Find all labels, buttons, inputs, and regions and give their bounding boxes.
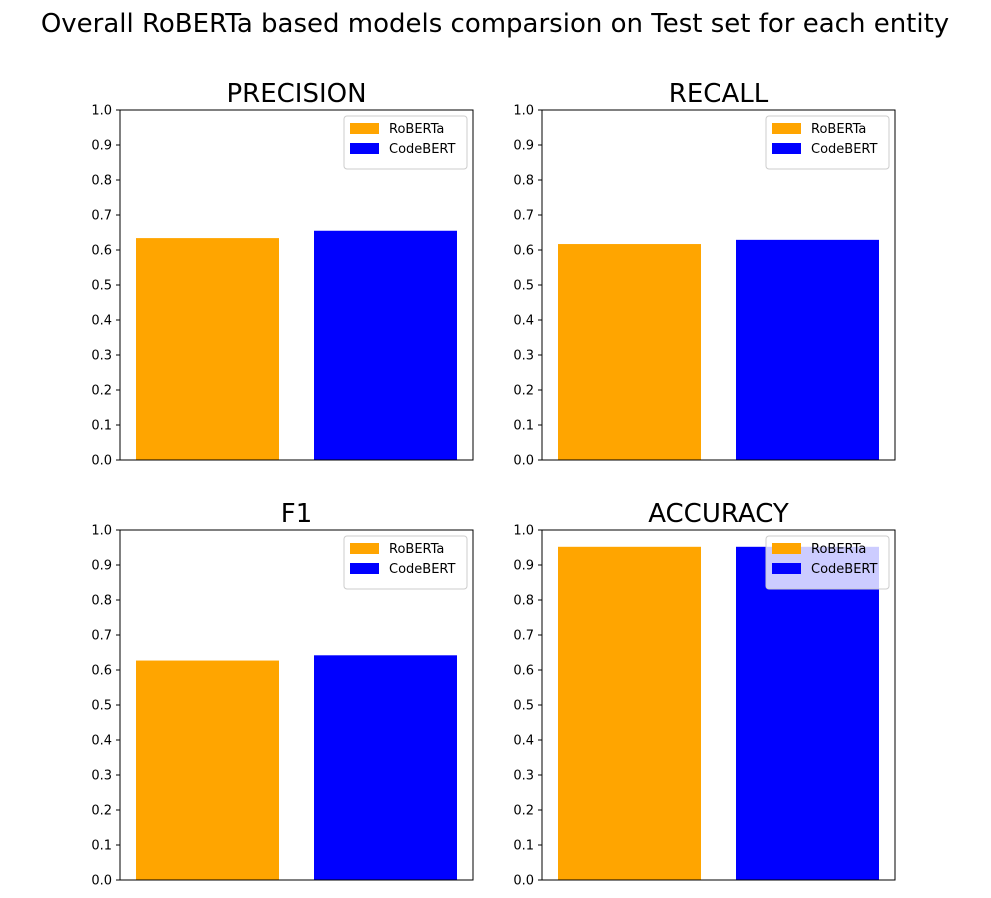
panel-title-f1: F1 bbox=[281, 499, 313, 529]
chart-panels: PRECISION 0.0 0.1 0.2 0.3 0.4 0.5 0.6 0.7 0.8 0.9 1… bbox=[91, 79, 896, 889]
y-tick-label-precision: 0.4 bbox=[91, 314, 112, 329]
legend-swatch-codebert bbox=[350, 563, 379, 574]
legend-swatch-roberta bbox=[772, 123, 801, 134]
y-tick-label-f1: 0.8 bbox=[91, 594, 112, 609]
axes-frame-recall bbox=[541, 109, 896, 461]
legend-label-roberta: RoBERTa bbox=[389, 542, 444, 557]
axes-frame-accuracy bbox=[541, 529, 896, 881]
bar-accuracy-roberta bbox=[558, 546, 701, 880]
legend-precision: RoBERTa CodeBERT bbox=[343, 115, 468, 170]
y-tick-label-precision: 0.5 bbox=[91, 279, 112, 294]
axes-frame-precision bbox=[119, 109, 474, 461]
y-tick-label-precision: 0.8 bbox=[91, 174, 112, 189]
legend-label-codebert: CodeBERT bbox=[389, 142, 456, 157]
legend-swatch-codebert bbox=[772, 563, 801, 574]
y-tick-label-f1: 0.9 bbox=[91, 559, 112, 574]
y-tick-label-recall: 0.9 bbox=[513, 139, 534, 154]
panel-f1: F1 0.0 0.1 0.2 0.3 0.4 0.5 0.6 0.7 0.8 0.9 1.0 RoBER… bbox=[91, 499, 474, 889]
legend-label-roberta: RoBERTa bbox=[811, 542, 866, 557]
panel-accuracy: ACCURACY 0.0 0.1 0.2 0.3 0.4 0.5 0.6 0.7 0.8 0.9 1.… bbox=[513, 499, 896, 889]
legend-accuracy: RoBERTa CodeBERT bbox=[765, 535, 890, 590]
panel-title-precision: PRECISION bbox=[226, 79, 366, 109]
y-tick-label-accuracy: 1.0 bbox=[513, 524, 534, 539]
panel-title-accuracy: ACCURACY bbox=[648, 499, 789, 529]
bar-precision-roberta bbox=[136, 238, 279, 460]
y-tick-label-f1: 0.3 bbox=[91, 769, 112, 784]
chart-title: Overall RoBERTa based models comparsion … bbox=[41, 9, 949, 39]
legend-label-codebert: CodeBERT bbox=[811, 562, 878, 577]
y-tick-label-precision: 0.0 bbox=[91, 454, 112, 469]
legend-label-codebert: CodeBERT bbox=[811, 142, 878, 157]
legend-recall: RoBERTa CodeBERT bbox=[765, 115, 890, 170]
y-tick-label-accuracy: 0.5 bbox=[513, 699, 534, 714]
y-tick-label-recall: 0.6 bbox=[513, 244, 534, 259]
legend-label-roberta: RoBERTa bbox=[811, 122, 866, 137]
y-tick-label-precision: 0.9 bbox=[91, 139, 112, 154]
legend-f1: RoBERTa CodeBERT bbox=[343, 535, 468, 590]
bar-recall-codebert bbox=[736, 239, 879, 460]
y-tick-label-recall: 0.4 bbox=[513, 314, 534, 329]
y-tick-label-recall: 0.2 bbox=[513, 384, 534, 399]
y-tick-label-precision: 0.3 bbox=[91, 349, 112, 364]
legend-label-roberta: RoBERTa bbox=[389, 122, 444, 137]
legend-label-codebert: CodeBERT bbox=[389, 562, 456, 577]
y-tick-label-f1: 0.0 bbox=[91, 874, 112, 889]
bar-f1-codebert bbox=[314, 655, 457, 880]
y-tick-label-accuracy: 0.4 bbox=[513, 734, 534, 749]
y-tick-label-recall: 0.0 bbox=[513, 454, 534, 469]
legend-swatch-roberta bbox=[350, 543, 379, 554]
y-tick-label-f1: 0.4 bbox=[91, 734, 112, 749]
y-tick-label-accuracy: 0.2 bbox=[513, 804, 534, 819]
legend-swatch-roberta bbox=[772, 543, 801, 554]
y-tick-label-recall: 0.8 bbox=[513, 174, 534, 189]
y-tick-label-accuracy: 0.6 bbox=[513, 664, 534, 679]
legend-swatch-roberta bbox=[350, 123, 379, 134]
y-tick-label-recall: 1.0 bbox=[513, 104, 534, 119]
y-tick-label-f1: 0.1 bbox=[91, 839, 112, 854]
bar-recall-roberta bbox=[558, 244, 701, 460]
y-tick-label-precision: 0.7 bbox=[91, 209, 112, 224]
y-tick-label-f1: 1.0 bbox=[91, 524, 112, 539]
legend-swatch-codebert bbox=[350, 143, 379, 154]
y-tick-label-precision: 1.0 bbox=[91, 104, 112, 119]
y-tick-label-f1: 0.7 bbox=[91, 629, 112, 644]
bar-precision-codebert bbox=[314, 230, 457, 460]
y-tick-label-accuracy: 0.7 bbox=[513, 629, 534, 644]
y-tick-label-accuracy: 0.9 bbox=[513, 559, 534, 574]
y-tick-label-f1: 0.6 bbox=[91, 664, 112, 679]
y-tick-label-accuracy: 0.1 bbox=[513, 839, 534, 854]
y-tick-label-recall: 0.5 bbox=[513, 279, 534, 294]
y-tick-label-f1: 0.5 bbox=[91, 699, 112, 714]
y-tick-label-f1: 0.2 bbox=[91, 804, 112, 819]
legend-swatch-codebert bbox=[772, 143, 801, 154]
y-tick-label-recall: 0.7 bbox=[513, 209, 534, 224]
y-tick-label-accuracy: 0.8 bbox=[513, 594, 534, 609]
axes-frame-f1 bbox=[119, 529, 474, 881]
panel-recall: RECALL 0.0 0.1 0.2 0.3 0.4 0.5 0.6 0.7 0.8 0.9 1.0 R… bbox=[513, 79, 896, 469]
y-tick-label-precision: 0.6 bbox=[91, 244, 112, 259]
panel-title-recall: RECALL bbox=[669, 79, 769, 109]
bar-f1-roberta bbox=[136, 660, 279, 880]
y-tick-label-precision: 0.1 bbox=[91, 419, 112, 434]
y-tick-label-recall: 0.1 bbox=[513, 419, 534, 434]
y-tick-label-accuracy: 0.3 bbox=[513, 769, 534, 784]
y-tick-label-accuracy: 0.0 bbox=[513, 874, 534, 889]
panel-precision: PRECISION 0.0 0.1 0.2 0.3 0.4 0.5 0.6 0.7 0.8 0.9 1… bbox=[91, 79, 474, 469]
bar-accuracy-codebert bbox=[736, 546, 879, 880]
y-tick-label-recall: 0.3 bbox=[513, 349, 534, 364]
y-tick-label-precision: 0.2 bbox=[91, 384, 112, 399]
